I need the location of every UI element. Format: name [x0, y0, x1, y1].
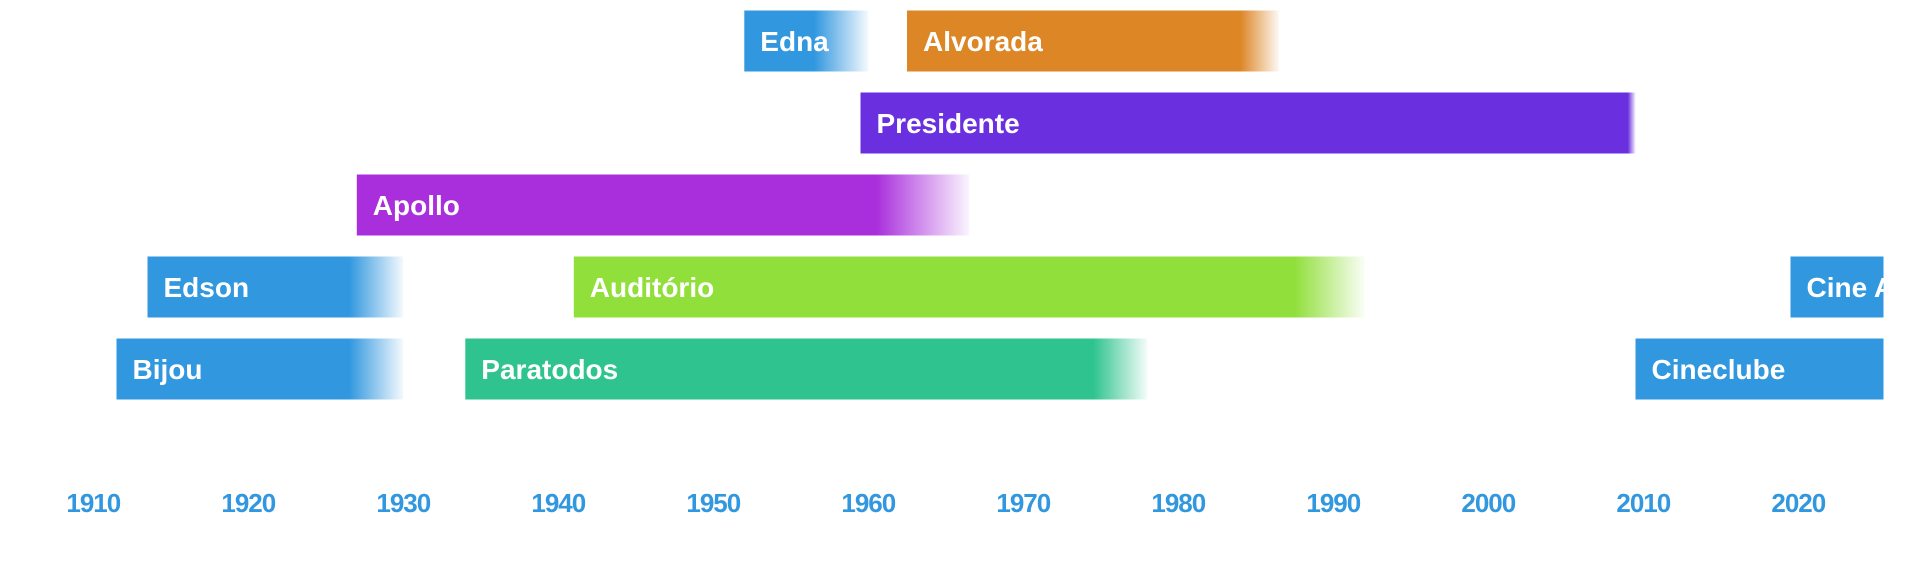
- bar-label-apollo: Apollo: [373, 190, 460, 221]
- x-tick-label-1960: 1960: [841, 488, 895, 518]
- x-tick-label-1980: 1980: [1151, 488, 1205, 518]
- bar-label-edna: Edna: [760, 26, 829, 57]
- x-axis-ticks: 1910 1920 1930 1940 1950 1960 1970 1980 1990 2000…: [66, 488, 1826, 518]
- bar-edna: [744, 10, 869, 72]
- bars-layer: [116, 10, 1884, 400]
- x-tick-label-2000: 2000: [1461, 488, 1515, 518]
- bar-label-cine-a: Cine A: [1807, 272, 1895, 303]
- bar-presidente: [860, 92, 1636, 154]
- x-tick-label-2010: 2010: [1616, 488, 1670, 518]
- bar-label-alvorada: Alvorada: [923, 26, 1043, 57]
- bar-paratodos: [465, 338, 1148, 400]
- bar-cine-a: [1790, 256, 1884, 318]
- bar-label-bijou: Bijou: [133, 354, 203, 385]
- x-tick-label-2020: 2020: [1771, 488, 1825, 518]
- bar-alvorada: [907, 10, 1279, 72]
- x-tick-label-1950: 1950: [686, 488, 740, 518]
- bar-label-edson: Edson: [164, 272, 250, 303]
- bar-label-cineclube: Cineclube: [1652, 354, 1786, 385]
- x-tick-label-1930: 1930: [376, 488, 430, 518]
- bar-auditorio: [573, 256, 1365, 318]
- x-tick-label-1970: 1970: [996, 488, 1050, 518]
- bar-label-presidente: Presidente: [877, 108, 1020, 139]
- x-tick-label-1990: 1990: [1306, 488, 1360, 518]
- x-tick-label-1920: 1920: [221, 488, 275, 518]
- bar-cineclube: [1635, 338, 1884, 400]
- bar-label-paratodos: Paratodos: [481, 354, 618, 385]
- bar-label-auditorio: Auditório: [590, 272, 714, 303]
- bar-apollo: [356, 174, 970, 236]
- x-tick-label-1910: 1910: [66, 488, 120, 518]
- bar-bijou: [116, 338, 404, 400]
- x-tick-label-1940: 1940: [531, 488, 585, 518]
- bar-labels-layer: Bijou Edson Paratodos Auditório Apollo Presid…: [133, 26, 1895, 385]
- bar-edson: [147, 256, 404, 318]
